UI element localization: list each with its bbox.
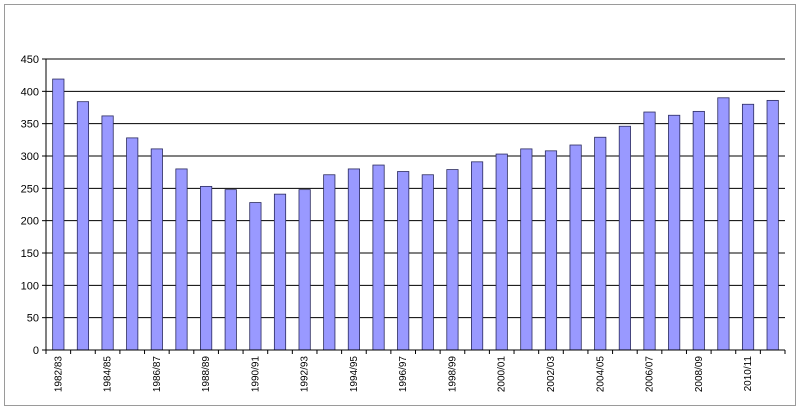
bar-1988-89 [200, 185, 213, 351]
bar-2002-03 [544, 150, 558, 351]
bar-2007-08 [668, 114, 681, 351]
bar-2011-12 [766, 99, 779, 351]
bars [52, 78, 779, 351]
x-tick-label: 1982/83 [53, 356, 64, 393]
y-tick-label: 350 [21, 119, 39, 131]
bar-1995-96 [372, 164, 385, 351]
bar-2000-01 [495, 153, 508, 351]
bar-2005-06 [618, 125, 631, 351]
x-tick-label: 2002/03 [546, 356, 557, 393]
x-tick-label: 2010/11 [743, 356, 754, 392]
x-tick-label: 1996/97 [398, 356, 409, 393]
y-tick-label: 200 [21, 216, 39, 228]
bar-1999-00 [471, 161, 484, 351]
bar-1985-86 [126, 137, 139, 351]
x-tick-label: 1994/95 [349, 356, 360, 393]
bar-1989-90 [224, 189, 237, 351]
bar-1983-84 [76, 101, 90, 351]
bar-2006-07 [643, 111, 656, 351]
bar-1994-95 [347, 168, 360, 351]
y-tick-label: 250 [21, 183, 39, 195]
chart-frame: 0 50 100 150 200 250 300 350 400 450 1982/83 1984/… [4, 4, 796, 406]
x-tick-label: 1998/99 [447, 356, 458, 393]
x-tick-label: 2006/07 [645, 356, 656, 393]
bar-1998-99 [446, 169, 459, 351]
x-tick-label: 2000/01 [497, 356, 508, 393]
x-tick-label: 2008/09 [694, 356, 705, 393]
x-tick-label: 1988/89 [201, 356, 212, 393]
bar-1987-88 [175, 168, 188, 351]
y-tick-label: 100 [21, 280, 39, 292]
y-tick-label: 450 [21, 54, 39, 66]
y-tick-label: 400 [21, 86, 39, 98]
x-axis-ticks: 1982/83 1984/85 1986/87 1988/89 1990/91 1992/… [45, 350, 786, 393]
bar-1986-87 [150, 148, 163, 351]
bar-1997-98 [421, 174, 434, 351]
x-tick-label: 1992/93 [300, 356, 311, 393]
y-tick-label: 50 [27, 313, 39, 325]
y-tick-label: 150 [21, 248, 39, 260]
y-axis-ticks: 0 50 100 150 200 250 300 350 400 450 [21, 54, 46, 357]
bar-2001-02 [520, 148, 533, 351]
x-tick-label: 1984/85 [103, 356, 114, 393]
y-tick-label: 300 [21, 151, 39, 163]
x-tick-label: 2004/05 [595, 356, 606, 393]
bar-1993-94 [323, 174, 336, 351]
bar-2009-10 [717, 97, 730, 351]
bar-1996-97 [397, 171, 410, 351]
bar-2003-04 [569, 144, 582, 351]
gridlines [46, 58, 785, 319]
bar-1984-85 [101, 115, 114, 351]
bar-1992-93 [298, 189, 311, 351]
bar-chart: 0 50 100 150 200 250 300 350 400 450 1982/83 1984/… [21, 54, 786, 393]
x-tick-label: 1990/91 [250, 356, 261, 393]
bar-2004-05 [594, 136, 607, 351]
x-tick-label: 1986/87 [152, 356, 163, 393]
bar-1982-83 [52, 78, 65, 351]
bar-2008-09 [692, 110, 705, 351]
bar-1991-92 [273, 193, 287, 351]
bar-1990-91 [249, 202, 262, 351]
y-tick-label: 0 [33, 345, 39, 357]
bar-2010-11 [741, 103, 755, 351]
